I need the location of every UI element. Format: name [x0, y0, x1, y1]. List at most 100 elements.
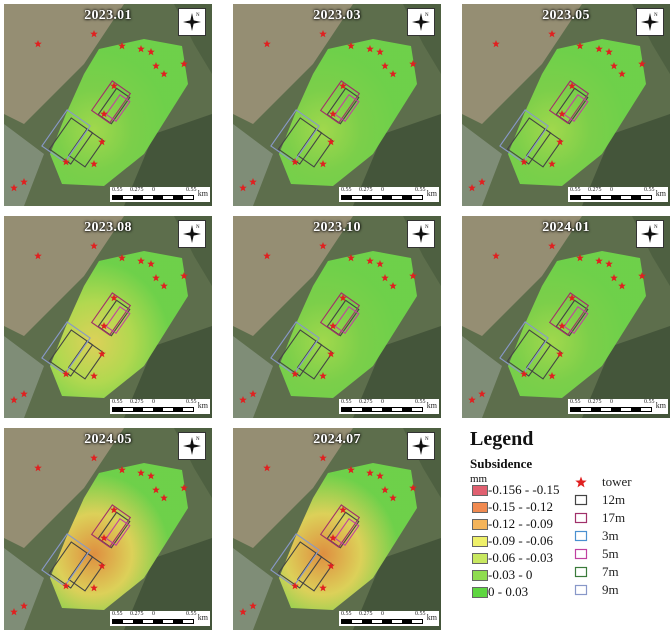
tower-marker — [98, 350, 106, 358]
scale-tick-label: 0.275 — [359, 611, 373, 617]
scale-bar: 0.55 0.275 0 0.55 km — [339, 399, 439, 414]
scale-tick-label: 0.55 — [341, 611, 352, 617]
scale-tick-label: 0.55 — [186, 399, 197, 405]
tower-marker — [468, 396, 476, 404]
scale-tick-label: 0 — [381, 399, 384, 405]
tower-marker — [100, 110, 108, 118]
working-face — [506, 117, 552, 165]
tower-marker — [595, 45, 603, 53]
tower-marker — [610, 274, 618, 282]
tower-marker — [347, 42, 355, 50]
scale-tick-label: 0.55 — [570, 399, 581, 405]
legend-entry-label: 9m — [602, 582, 619, 597]
scale-tick-label: 0 — [381, 611, 384, 617]
working-face — [525, 128, 563, 168]
working-face — [67, 552, 105, 592]
map-panel: 2024.05 N 0.55 0.275 0 0.55 km — [4, 428, 212, 630]
working-face — [105, 305, 131, 335]
map-panel: 2023.10 N 0.55 0.275 0 0.55 km — [233, 216, 441, 418]
tower-marker — [263, 40, 271, 48]
working-face — [41, 321, 91, 375]
working-face — [90, 292, 132, 336]
working-face — [296, 128, 334, 168]
box-symbol-icon — [574, 530, 588, 542]
legend-swatch — [472, 587, 488, 598]
working-face — [548, 292, 590, 336]
legend-class-label: -0.12 - -0.09 — [488, 516, 553, 531]
scale-unit: km — [197, 613, 208, 622]
scale-tick-label: 0.275 — [130, 611, 144, 617]
scale-bar-graphic — [341, 407, 423, 412]
tower-marker — [110, 82, 118, 90]
scale-unit: km — [655, 189, 666, 198]
scale-tick-label: 0 — [152, 611, 155, 617]
legend-class-label: -0.156 - -0.15 — [488, 482, 560, 497]
tower-marker — [319, 160, 327, 168]
north-label: N — [196, 225, 200, 230]
scale-bar-graphic — [570, 195, 652, 200]
working-face — [90, 80, 132, 124]
working-face — [296, 340, 334, 380]
tower-marker — [492, 252, 500, 260]
scale-tick-label: 0.275 — [359, 399, 373, 405]
tower-marker — [558, 322, 566, 330]
tower-marker — [147, 48, 155, 56]
working-face — [499, 321, 549, 375]
tower-marker — [110, 506, 118, 514]
forest-area — [353, 114, 441, 206]
north-label: N — [425, 13, 429, 18]
legend-entry-label: 12m — [602, 492, 626, 507]
tower-marker — [90, 242, 98, 250]
forest-area — [124, 538, 212, 630]
working-face — [270, 109, 320, 163]
tower-marker — [319, 584, 327, 592]
tower-marker — [409, 60, 417, 68]
panel-date: 2023.10 — [313, 220, 361, 235]
working-face — [277, 117, 323, 165]
scale-tick-label: 0.55 — [644, 399, 655, 405]
working-face — [563, 93, 589, 123]
working-face — [499, 109, 549, 163]
north-label: N — [196, 13, 200, 18]
scale-tick-label: 0.55 — [341, 187, 352, 193]
tower-marker — [366, 257, 374, 265]
working-face — [334, 517, 360, 547]
scale-bar: 0.55 0.275 0 0.55 km — [339, 611, 439, 626]
scale-bar: 0.55 0.275 0 0.55 km — [568, 399, 668, 414]
scale-unit: km — [426, 613, 437, 622]
tower-marker — [118, 42, 126, 50]
tower-marker — [638, 272, 646, 280]
scale-bar-graphic — [112, 619, 194, 624]
scale-unit: km — [197, 401, 208, 410]
working-face — [67, 340, 105, 380]
tower-marker — [98, 562, 106, 570]
working-face — [563, 305, 589, 335]
working-face — [548, 80, 590, 124]
scale-tick-label: 0.55 — [186, 187, 197, 193]
scale-tick-label: 0.55 — [415, 187, 426, 193]
tower-marker — [327, 562, 335, 570]
tower-marker — [319, 372, 327, 380]
tower-marker — [239, 184, 247, 192]
legend-class-label: 0 - 0.03 — [488, 584, 529, 599]
legend-entry-label: 3m — [602, 528, 619, 543]
tower-marker — [239, 396, 247, 404]
tower-marker — [180, 484, 188, 492]
legend-swatch — [472, 519, 488, 530]
tower-marker — [381, 62, 389, 70]
tower-marker — [610, 62, 618, 70]
scale-unit: km — [426, 401, 437, 410]
scale-tick-label: 0.55 — [415, 611, 426, 617]
forest-area — [124, 326, 212, 418]
scale-bar: 0.55 0.275 0 0.55 km — [110, 399, 210, 414]
panel-date: 2024.07 — [313, 432, 361, 447]
legend-class-label: -0.15 - -0.12 — [488, 499, 553, 514]
tower-marker — [20, 602, 28, 610]
tower-marker — [478, 390, 486, 398]
panel-date: 2023.08 — [84, 220, 132, 235]
tower-marker — [147, 260, 155, 268]
tower-marker — [249, 602, 257, 610]
tower-marker — [492, 40, 500, 48]
tower-marker — [10, 608, 18, 616]
tower-marker — [558, 110, 566, 118]
